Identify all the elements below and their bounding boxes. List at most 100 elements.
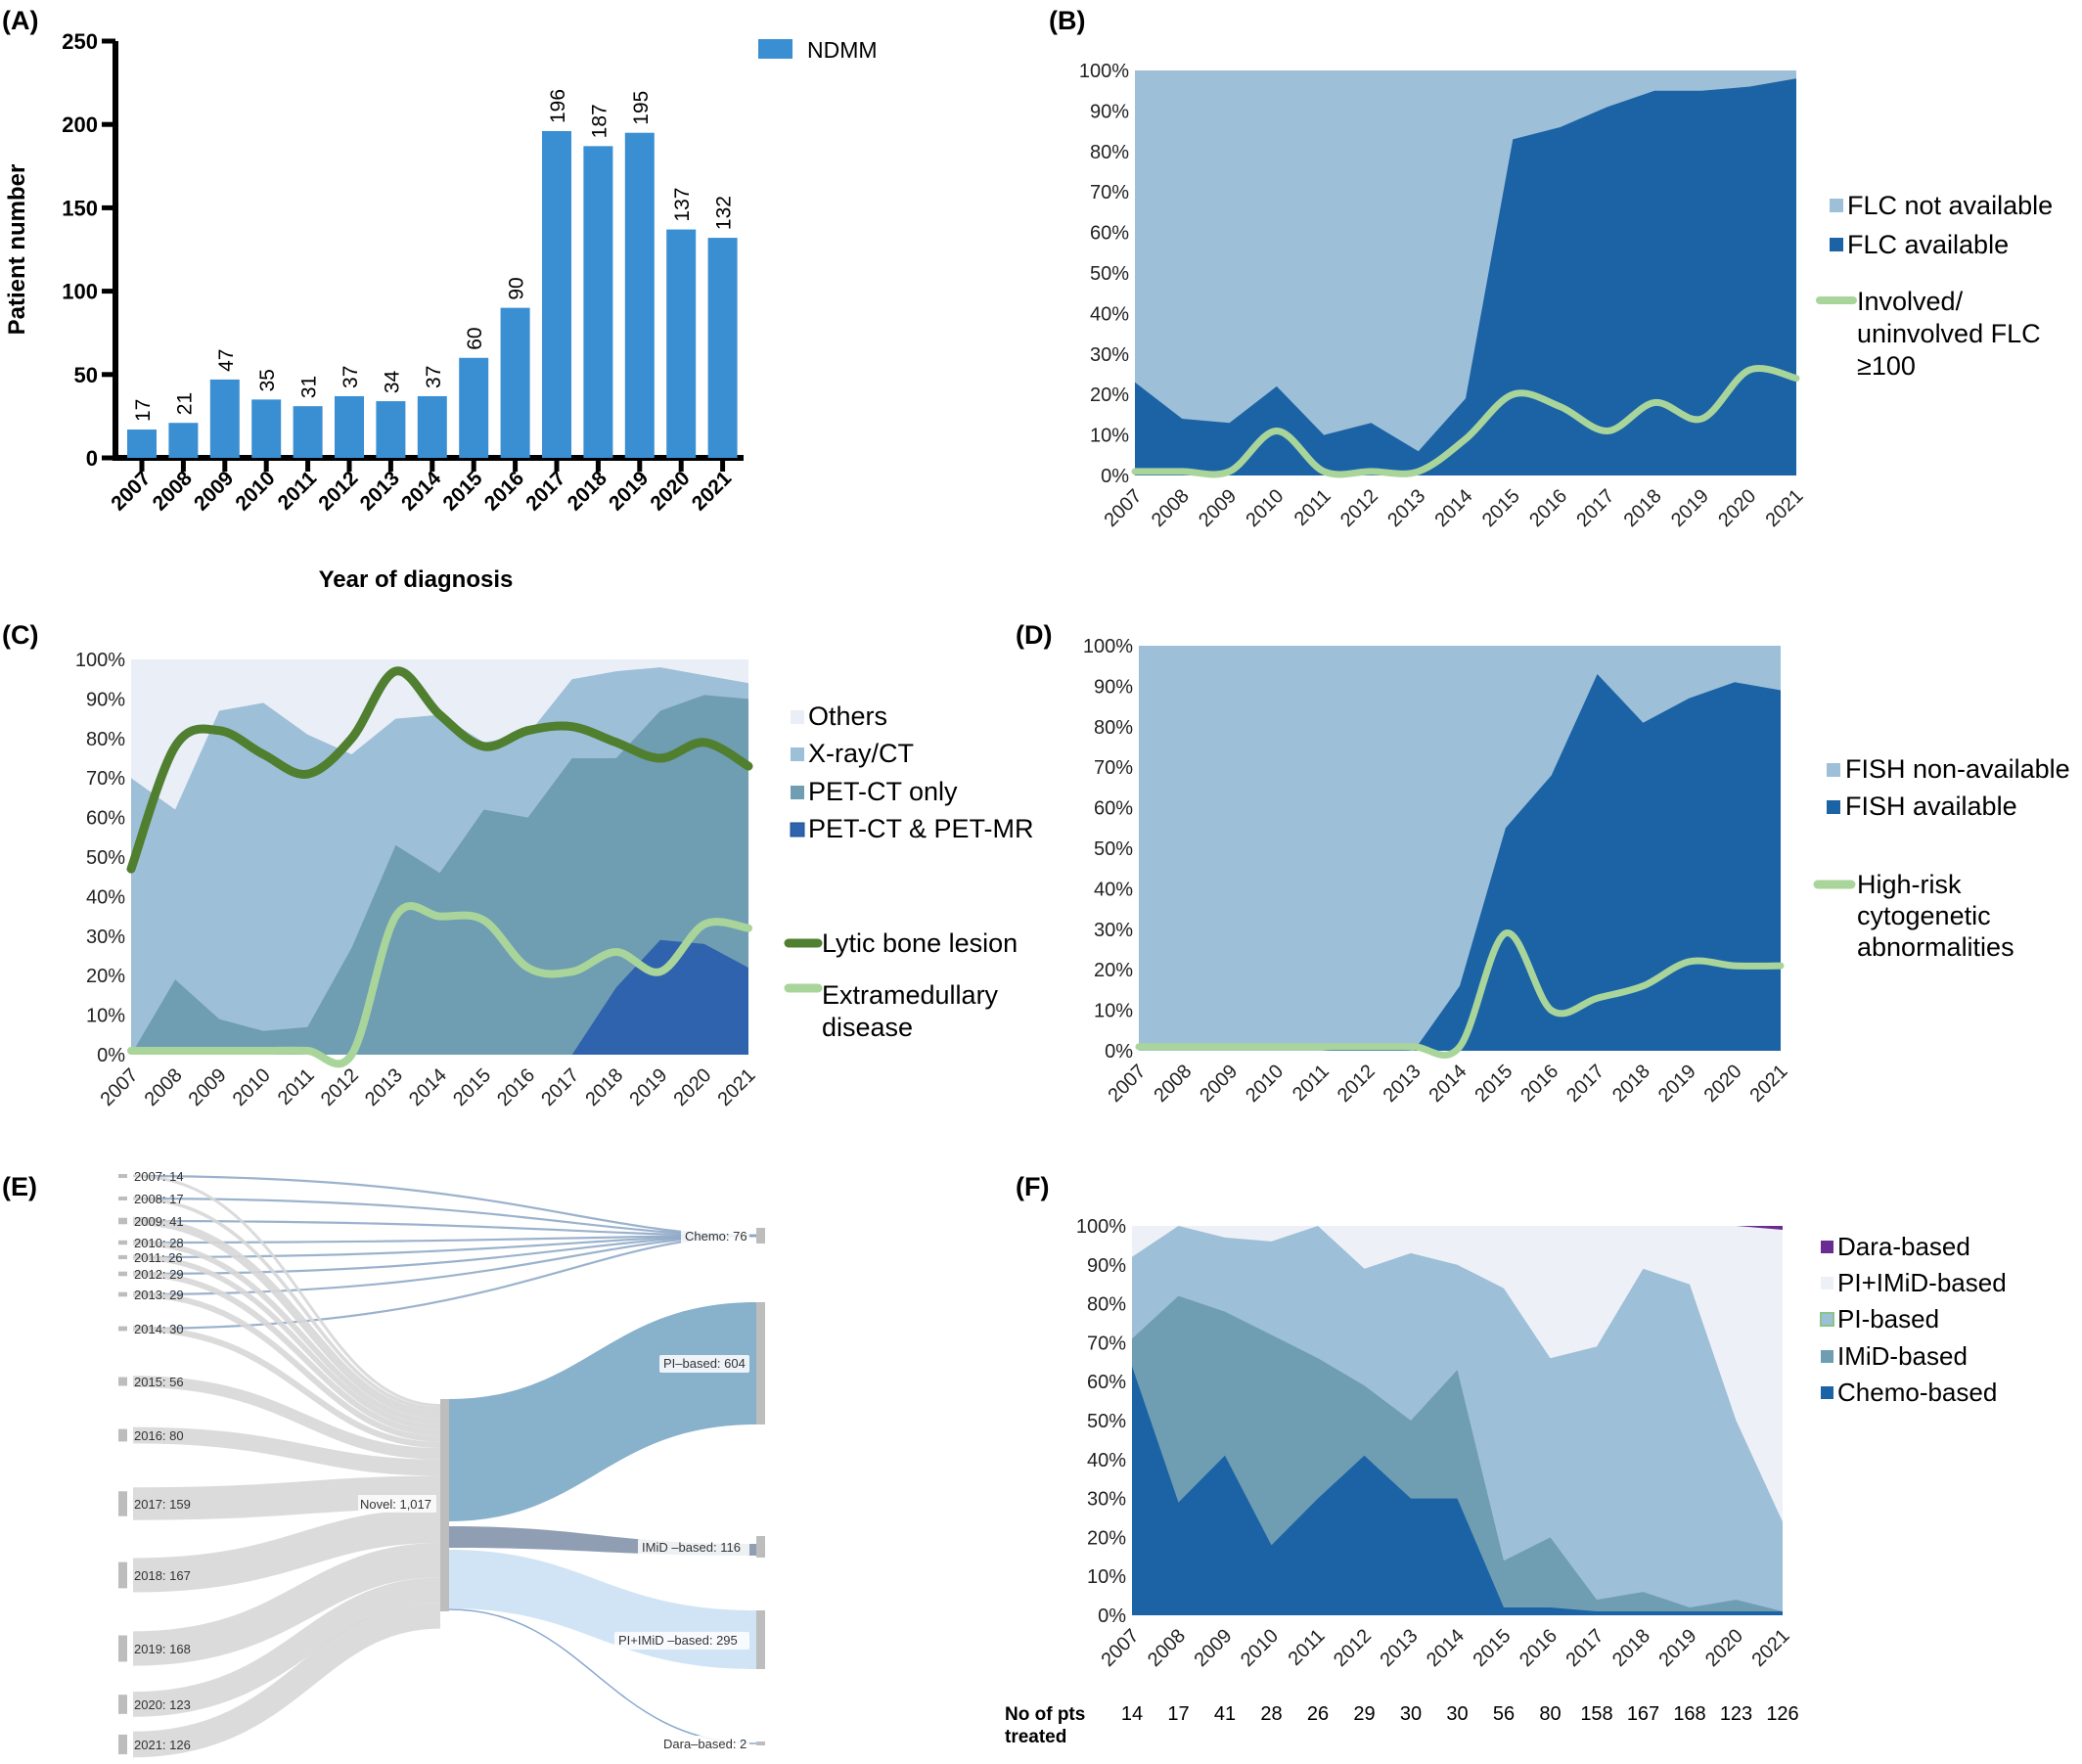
x-tick-label: 2012: [314, 467, 362, 515]
y-tick-label: 20%: [86, 966, 125, 987]
legend-label-pi-imid: PI+IMiD-based: [1837, 1268, 2007, 1297]
y-tick-label: 20%: [1090, 384, 1129, 406]
legend-swatch-fish-non-available: [1827, 763, 1840, 777]
x-tick-label: 2014: [1426, 1061, 1471, 1107]
x-tick-label: 2012: [1330, 1625, 1376, 1671]
source-node: [118, 1240, 127, 1245]
target-node-label: PI+IMiD –based: 295: [618, 1633, 738, 1648]
source-node: [118, 1174, 127, 1178]
treated-count: 41: [1214, 1703, 1236, 1725]
y-tick-label: 10%: [1094, 1001, 1133, 1022]
source-node-label: 2019: 168: [134, 1642, 191, 1656]
y-tick-label: 50: [74, 363, 98, 387]
legend-label-involved-flc: ≥100: [1857, 351, 1916, 381]
legend-swatch-petct-petmr: [790, 822, 805, 837]
area-flc-available: [1135, 78, 1796, 476]
x-tick-label: 2008: [1150, 1061, 1196, 1107]
link-novel-to-piimid: [449, 1550, 756, 1669]
x-tick-label: 2013: [361, 1064, 407, 1110]
x-tick-label: 2012: [317, 1064, 363, 1110]
y-tick-label: 100%: [1079, 61, 1129, 82]
source-node-label: 2020: 123: [134, 1697, 191, 1712]
legend-label-petct-petmr: PET-CT & PET-MR: [808, 814, 1034, 843]
source-node: [118, 1561, 127, 1589]
x-tick-label: 2013: [1377, 1625, 1423, 1671]
treated-count: 14: [1121, 1703, 1143, 1725]
x-tick-label: 2010: [229, 1064, 275, 1110]
link-novel-to-pi: [449, 1302, 756, 1521]
x-tick-label: 2021: [1762, 485, 1808, 531]
y-tick-label: 90%: [86, 689, 125, 710]
x-tick-label: 2020: [1701, 1625, 1747, 1671]
bar-value-label: 17: [132, 399, 155, 422]
source-node: [118, 1695, 127, 1714]
treated-count: 158: [1580, 1703, 1612, 1725]
link-source-to-novel: [132, 1216, 441, 1420]
y-tick-label: 0: [86, 446, 98, 471]
x-tick-label: 2015: [1478, 485, 1524, 531]
source-node: [118, 1734, 127, 1755]
y-tick-label: 80%: [1094, 717, 1133, 739]
panel-label-f: (F): [1016, 1172, 1049, 1201]
y-tick-label: 90%: [1094, 676, 1133, 698]
y-tick-label: 60%: [1094, 798, 1133, 820]
bar-value-label: 196: [547, 89, 569, 123]
x-tick-label: 2017: [537, 1064, 583, 1110]
source-node: [118, 1491, 127, 1516]
line-high-risk: [1135, 929, 1785, 1059]
y-tick-label: 80%: [1087, 1294, 1126, 1316]
area-fish-available: [1139, 674, 1781, 1051]
line-extramedullary-disease: [127, 901, 752, 1068]
legend-swatch-flc-not-available: [1830, 199, 1843, 212]
panel-b-area-chart: 0%10%20%30%40%50%60%70%80%90%100%2007 200…: [1079, 61, 2053, 531]
legend-swatch-pi-imid: [1821, 1277, 1833, 1289]
link-source-to-novel: [132, 1376, 441, 1460]
x-tick-label: 2007: [97, 1064, 143, 1110]
bar: [542, 131, 571, 459]
x-tick-label: 2014: [397, 467, 446, 516]
bar: [168, 423, 199, 458]
y-tick-label: 100%: [75, 650, 125, 671]
x-tick-label: 2009: [185, 1064, 231, 1110]
y-tick-label: 30%: [1094, 920, 1133, 941]
x-tick-label: 2011: [274, 467, 322, 515]
x-tick-label: 2015: [449, 1064, 495, 1110]
legend-swatch-ndmm: [758, 39, 792, 59]
panel-label-d: (D): [1016, 620, 1052, 650]
treated-count: 30: [1400, 1703, 1422, 1725]
bar: [459, 357, 489, 458]
link-source-to-novel: [132, 1325, 441, 1448]
source-node-label: 2012: 29: [134, 1267, 184, 1282]
y-tick-label: 20%: [1094, 960, 1133, 981]
bar-value-label: 37: [339, 366, 362, 388]
x-tick-label: 2012: [1336, 485, 1382, 531]
x-tick-label: 2010: [1237, 1625, 1283, 1671]
bar-value-label: 187: [588, 104, 611, 138]
treated-count: 28: [1260, 1703, 1282, 1725]
source-node-label: 2014: 30: [134, 1322, 184, 1336]
link-source-to-novel: [132, 1290, 441, 1442]
source-node: [118, 1635, 127, 1662]
x-tick-label: 2018: [1620, 485, 1666, 531]
bar-value-label: 60: [464, 327, 486, 349]
x-tick-label: 2019: [1655, 1625, 1701, 1671]
x-tick-label: 2008: [1148, 485, 1194, 531]
x-tick-label: 2019: [625, 1064, 671, 1110]
y-tick-label: 100%: [1076, 1216, 1126, 1238]
target-node: [756, 1228, 765, 1244]
target-node: [756, 1302, 765, 1425]
x-tick-label: 2017: [521, 467, 569, 515]
x-tick-label: 2009: [1195, 485, 1241, 531]
legend-label-high-risk: abnormalities: [1857, 932, 2014, 962]
panel-d-area-chart: 0%10%20%30%40%50%60%70%80%90%100%2007 200…: [1083, 636, 2070, 1107]
x-tick-label: 2016: [1525, 485, 1571, 531]
bar-value-label: 31: [298, 376, 321, 398]
target-label-bg: [638, 1539, 749, 1557]
novel-node-label: Novel: 1,017: [360, 1497, 431, 1512]
x-tick-label: 2014: [1431, 485, 1477, 531]
link-source-to-novel: [132, 1577, 441, 1717]
target-node: [756, 1610, 765, 1669]
novel-node: [440, 1399, 449, 1611]
link-source-to-novel: [132, 1174, 441, 1407]
